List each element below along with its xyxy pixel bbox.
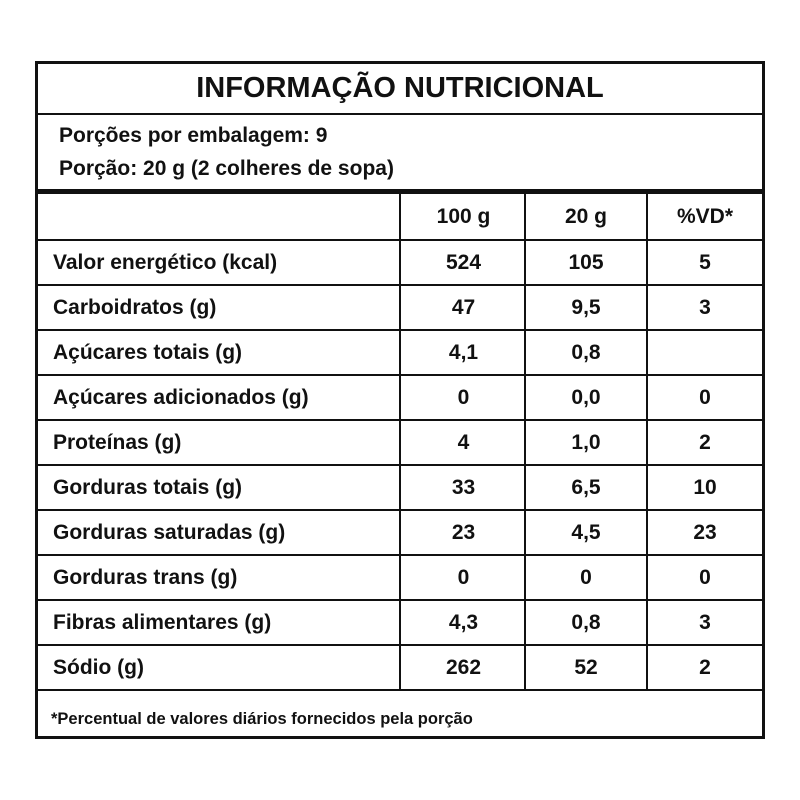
value-per-100g: 33 xyxy=(403,466,526,509)
nutrient-name: Gorduras trans (g) xyxy=(38,556,401,599)
value-per-100g: 4,3 xyxy=(403,601,526,644)
table-row: Açúcares totais (g) 4,1 0,8 xyxy=(38,331,762,376)
nutrition-table: 100 g 20 g %VD* Valor energético (kcal) 5… xyxy=(38,194,762,691)
table-row: Gorduras trans (g) 0 0 0 xyxy=(38,556,762,601)
value-per-serving: 6,5 xyxy=(526,466,648,509)
daily-value-percent: 23 xyxy=(693,520,717,544)
daily-value-percent xyxy=(648,331,762,374)
value-per-serving: 1,0 xyxy=(526,421,648,464)
table-row: Carboidratos (g) 47 9,5 3 xyxy=(38,286,762,331)
nutrient-name: Carboidratos (g) xyxy=(38,286,401,329)
daily-value-percent: 0 xyxy=(699,565,711,589)
value-per-100g: 0 xyxy=(403,556,526,599)
label-title: INFORMAÇÃO NUTRICIONAL xyxy=(38,64,762,115)
daily-value-percent: 10 xyxy=(693,475,717,499)
table-header: 100 g 20 g %VD* xyxy=(38,194,762,241)
table-row: Gorduras totais (g) 33 6,5 10 xyxy=(38,466,762,511)
daily-value-percent: 3 xyxy=(699,295,711,319)
daily-value-percent: 2 xyxy=(699,655,711,679)
table-row: Gorduras saturadas (g) 23 4,5 23 xyxy=(38,511,762,556)
table-row: Proteínas (g) 4 1,0 2 xyxy=(38,421,762,466)
nutrient-name: Açúcares adicionados (g) xyxy=(38,376,401,419)
value-per-serving: 52 xyxy=(526,646,648,689)
value-per-serving: 0,8 xyxy=(526,331,648,374)
value-per-100g: 23 xyxy=(403,511,526,554)
daily-value-percent: 0 xyxy=(699,385,711,409)
value-per-100g: 4 xyxy=(403,421,526,464)
nutrient-name: Proteínas (g) xyxy=(38,421,401,464)
table-row: Sódio (g) 262 52 2 xyxy=(38,646,762,691)
serving-size: Porção: 20 g (2 colheres de sopa) xyxy=(59,157,394,180)
nutrient-name: Fibras alimentares (g) xyxy=(38,601,401,644)
nutrient-name: Sódio (g) xyxy=(38,646,401,689)
header-daily-value: %VD* xyxy=(676,204,734,228)
nutrient-name: Açúcares totais (g) xyxy=(38,331,401,374)
value-per-100g: 262 xyxy=(403,646,526,689)
value-per-serving: 0 xyxy=(526,556,648,599)
portion-info: Porções por embalagem: 9 Porção: 20 g (2… xyxy=(38,115,762,194)
value-per-serving: 4,5 xyxy=(526,511,648,554)
value-per-100g: 524 xyxy=(403,241,526,284)
footnote: *Percentual de valores diários fornecido… xyxy=(51,710,473,728)
value-per-100g: 47 xyxy=(403,286,526,329)
nutrition-facts-label: INFORMAÇÃO NUTRICIONAL Porções por embal… xyxy=(35,61,765,739)
value-per-serving: 0,0 xyxy=(526,376,648,419)
value-per-serving: 0,8 xyxy=(526,601,648,644)
value-per-serving: 9,5 xyxy=(526,286,648,329)
header-per-serving: 20 g xyxy=(526,194,648,239)
daily-value-percent: 2 xyxy=(699,430,711,454)
servings-per-package: Porções por embalagem: 9 xyxy=(59,124,328,147)
daily-value-percent: 3 xyxy=(699,610,711,634)
header-nutrient xyxy=(38,194,401,239)
nutrient-name: Gorduras saturadas (g) xyxy=(38,511,401,554)
daily-value-percent: 5 xyxy=(699,250,711,274)
value-per-100g: 0 xyxy=(403,376,526,419)
table-row: Valor energético (kcal) 524 105 5 xyxy=(38,241,762,286)
value-per-serving: 105 xyxy=(526,241,648,284)
nutrient-name: Gorduras totais (g) xyxy=(38,466,401,509)
table-row: Açúcares adicionados (g) 0 0,0 0 xyxy=(38,376,762,421)
table-row: Fibras alimentares (g) 4,3 0,8 3 xyxy=(38,601,762,646)
nutrient-name: Valor energético (kcal) xyxy=(38,241,401,284)
header-per-100g: 100 g xyxy=(403,194,526,239)
value-per-100g: 4,1 xyxy=(403,331,526,374)
